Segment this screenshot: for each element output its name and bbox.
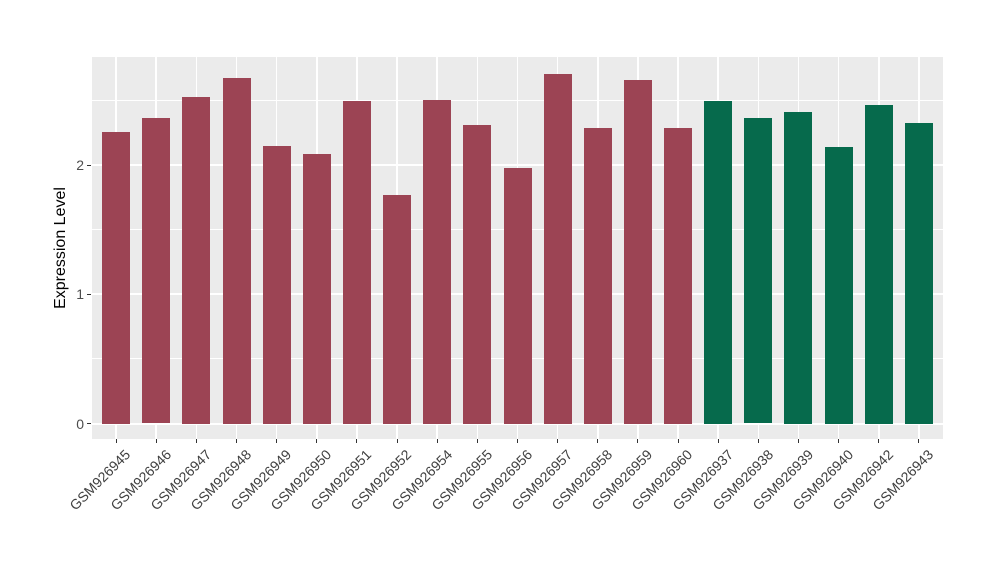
bar-GSM926937 (704, 100, 733, 424)
x-axis-tick (797, 439, 799, 443)
y-axis-tick (87, 164, 91, 166)
y-axis-tick (87, 423, 91, 424)
x-axis-tick (276, 439, 278, 443)
x-axis-tick (717, 439, 719, 443)
x-axis-tick (236, 439, 237, 443)
x-axis-tick (195, 439, 197, 443)
x-axis-tick (838, 439, 840, 443)
plot-panel (92, 57, 943, 439)
y-axis-title: Expression Level (52, 187, 69, 309)
bar-GSM926955 (463, 125, 492, 424)
bar-GSM926940 (824, 147, 853, 424)
x-axis-tick (356, 439, 358, 443)
x-axis-tick (677, 439, 679, 443)
bar-GSM926949 (262, 146, 291, 424)
bar-GSM926957 (543, 73, 572, 424)
x-axis-tick (637, 439, 639, 443)
x-axis-tick (597, 439, 599, 443)
gridline-minor-horizontal (92, 100, 943, 102)
x-axis-tick (476, 439, 478, 443)
bar-GSM926942 (864, 104, 893, 424)
bar-GSM926951 (342, 100, 371, 424)
x-axis-tick (517, 439, 518, 443)
bar-GSM926938 (744, 117, 773, 424)
x-axis-tick (155, 439, 157, 443)
gridline-major-horizontal (92, 164, 943, 167)
x-axis-tick (396, 439, 398, 443)
bar-GSM926958 (583, 127, 612, 424)
x-axis-tick (757, 439, 759, 443)
x-axis-tick (878, 439, 880, 443)
bar-GSM926954 (423, 99, 452, 424)
bar-GSM926952 (383, 195, 412, 424)
x-axis-tick (918, 439, 920, 443)
bar-GSM926945 (102, 131, 131, 424)
x-axis-tick (316, 439, 318, 443)
bar-GSM926939 (784, 112, 813, 424)
x-axis-tick (115, 439, 117, 443)
bar-GSM926946 (142, 117, 171, 424)
y-tick-label: 0 (76, 415, 84, 432)
bar-GSM926948 (222, 77, 251, 424)
y-tick-label: 2 (76, 157, 84, 174)
bar-GSM926943 (904, 122, 933, 424)
bar-GSM926947 (182, 97, 211, 424)
bar-GSM926959 (623, 80, 652, 424)
x-axis-tick (557, 439, 559, 443)
gridline-major-horizontal (92, 422, 943, 425)
x-axis-tick (436, 439, 438, 443)
bar-GSM926956 (503, 167, 532, 424)
bar-GSM926950 (302, 153, 331, 424)
y-axis-tick (87, 293, 91, 295)
bar-GSM926960 (664, 127, 693, 424)
y-tick-label: 1 (76, 286, 84, 303)
